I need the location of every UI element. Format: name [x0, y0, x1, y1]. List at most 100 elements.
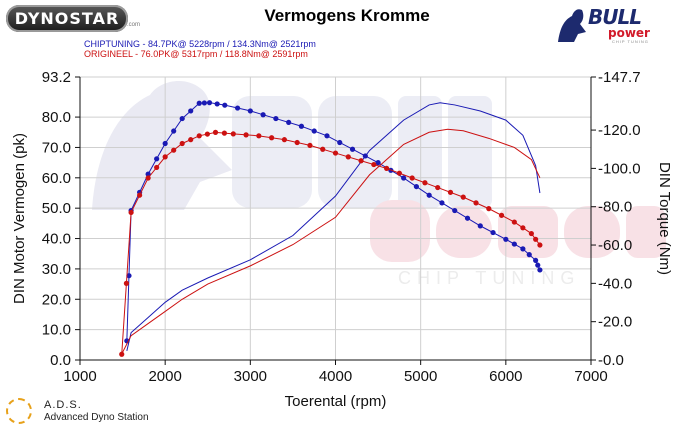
torque-point-origineel [204, 131, 210, 137]
legend-chiptuning: CHIPTUNING - 84.7PK@ 5228rpm / 134.3Nm@ … [84, 39, 316, 49]
x-axis-label: Toerental (rpm) [285, 393, 387, 410]
x-tick-label: 7000 [574, 368, 607, 385]
torque-point-origineel [320, 146, 326, 152]
torque-point-origineel [345, 154, 351, 160]
torque-point-origineel [123, 280, 130, 286]
torque-point-chiptuning [311, 128, 317, 134]
torque-point-chiptuning [247, 108, 253, 114]
ads-logo-icon [6, 398, 32, 424]
y-left-tick-label: 40.0 [42, 231, 71, 248]
bull-wordmark: BULL [588, 5, 642, 29]
chart-axes: 1000 2000 3000 4000 5000 6000 7000 0.0 10.0 20.0 3… [42, 69, 641, 385]
torque-point-origineel [188, 137, 194, 143]
torque-point-origineel [486, 206, 492, 212]
x-tick-label: 6000 [489, 368, 522, 385]
torque-point-origineel [162, 154, 168, 160]
torque-point-chiptuning [439, 200, 445, 206]
y-right-tick-label: -0.0 [598, 352, 624, 369]
bullpower-logo: BULL power CHIP TUNING [554, 2, 658, 46]
x-tick-label: 5000 [404, 368, 437, 385]
torque-point-chiptuning [426, 192, 432, 198]
torque-point-origineel [435, 184, 441, 191]
y-left-tick-label: 20.0 [42, 291, 71, 308]
torque-point-chiptuning [452, 207, 458, 214]
torque-point-origineel [119, 351, 125, 357]
torque-point-origineel [171, 147, 177, 153]
torque-point-chiptuning [286, 119, 292, 126]
torque-point-origineel [396, 170, 402, 176]
torque-point-origineel [371, 161, 377, 168]
legend-origineel: ORIGINEEL - 76.0PK@ 5317rpm / 118.8Nm@ 2… [84, 49, 308, 59]
x-tick-label: 1000 [63, 368, 96, 385]
torque-point-origineel [256, 133, 262, 139]
torque-point-chiptuning [362, 153, 368, 159]
torque-point-origineel [154, 164, 160, 171]
torque-point-origineel [511, 219, 517, 225]
y-left-tick-label: 70.0 [42, 139, 71, 156]
y-right-tick-label: -100.0 [598, 160, 641, 177]
y-right-tick-label: -120.0 [598, 122, 641, 139]
torque-point-chiptuning [533, 257, 539, 263]
torque-point-chiptuning [298, 123, 305, 129]
x-tick-label: 3000 [234, 368, 267, 385]
torque-point-origineel [243, 132, 249, 138]
y-left-tick-label: 50.0 [42, 200, 71, 217]
torque-point-chiptuning [179, 115, 185, 122]
y-right-tick-label: -147.7 [598, 69, 641, 86]
torque-point-origineel [537, 242, 543, 248]
torque-point-chiptuning [511, 241, 517, 247]
torque-point-origineel [307, 142, 313, 149]
dynostar-logo-subtext: .com [127, 22, 141, 28]
torque-point-origineel [294, 139, 300, 146]
torque-point-chiptuning [464, 215, 471, 221]
torque-point-origineel [137, 192, 143, 198]
torque-point-origineel [332, 150, 339, 156]
torque-point-chiptuning [171, 128, 177, 134]
torque-point-origineel [269, 135, 275, 141]
torque-point-chiptuning [535, 262, 541, 268]
torque-point-chiptuning [375, 160, 381, 166]
torque-point-chiptuning [349, 146, 356, 152]
y-left-tick-label: 10.0 [42, 322, 71, 339]
bull-icon [558, 9, 586, 42]
torque-point-chiptuning [526, 252, 532, 258]
torque-point-chiptuning [537, 267, 543, 273]
y-axis-left-label: DIN Motor Vermogen (pk) [11, 133, 28, 304]
power-wordmark: power [608, 26, 650, 40]
y-right-tick-label: -80.0 [598, 199, 632, 216]
torque-point-chiptuning [337, 139, 343, 146]
torque-point-chiptuning [222, 102, 228, 108]
torque-point-origineel [422, 180, 428, 186]
chart-series [119, 100, 543, 357]
y-right-tick-label: -40.0 [598, 275, 632, 292]
chip-tuning-wordmark: CHIP TUNING [612, 39, 649, 44]
torque-point-chiptuning [260, 112, 266, 118]
torque-point-chiptuning [162, 140, 168, 147]
torque-point-chiptuning [234, 105, 241, 111]
y-left-tick-label: 60.0 [42, 170, 71, 187]
torque-point-chiptuning [206, 100, 213, 106]
torque-point-chiptuning [324, 133, 330, 139]
torque-point-chiptuning [273, 115, 279, 122]
torque-point-chiptuning [214, 101, 220, 107]
dynostar-logo: DYNOSTAR [6, 5, 128, 32]
y-left-tick-label: 80.0 [42, 109, 71, 126]
torque-point-origineel [533, 236, 539, 242]
ads-subtitle: Advanced Dyno Station [44, 412, 149, 423]
torque-point-chiptuning [188, 108, 194, 114]
power-line-origineel [121, 128, 541, 355]
y-left-tick-label: 93.2 [42, 69, 71, 86]
x-tick-label: 2000 [148, 368, 181, 385]
torque-point-origineel [528, 230, 534, 237]
torque-point-chiptuning [196, 100, 202, 106]
power-line-chiptuning [126, 102, 541, 352]
y-left-tick-label: 0.0 [50, 352, 71, 369]
torque-point-origineel [384, 165, 390, 171]
torque-point-origineel [179, 140, 185, 147]
torque-point-origineel [230, 131, 236, 137]
x-tick-label: 4000 [319, 368, 352, 385]
torque-point-origineel [212, 129, 219, 135]
torque-point-origineel [447, 189, 454, 195]
y-right-tick-label: -20.0 [598, 314, 632, 331]
torque-point-chiptuning [413, 183, 420, 190]
